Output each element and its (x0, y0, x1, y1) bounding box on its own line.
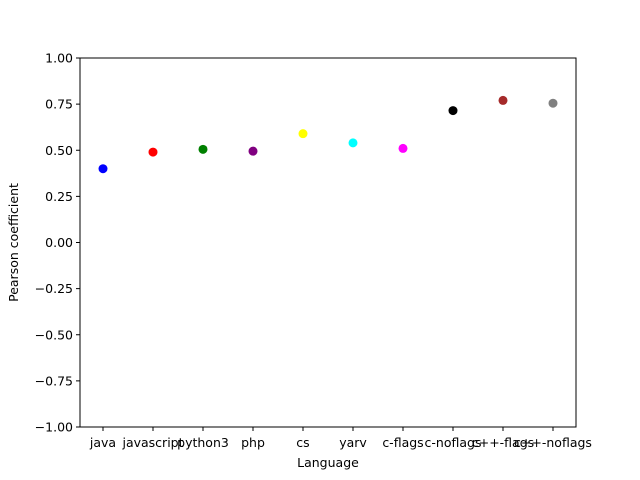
plot-frame (79, 57, 577, 428)
y-tick-label: 0.00 (45, 235, 73, 250)
x-tick-label: java (89, 435, 116, 450)
data-point-javascript (148, 147, 158, 157)
data-point-php (248, 146, 258, 156)
x-tick-label: javascript (121, 435, 183, 450)
x-tick-label: python3 (177, 435, 229, 450)
y-tick-label: −0.50 (35, 327, 73, 342)
x-tick-label: c++-flags (472, 435, 534, 450)
y-tick-label: −1.00 (35, 420, 73, 435)
data-point-c-flags (398, 143, 408, 153)
data-point-c++-flags (498, 95, 508, 105)
data-point-java (98, 164, 108, 174)
data-point-c++-noflags (548, 98, 558, 108)
x-tick-label: cs (296, 435, 309, 450)
data-point-python3 (198, 144, 208, 154)
plot-background (80, 58, 576, 427)
data-point-cs (298, 129, 308, 139)
y-tick-label: 0.50 (45, 143, 73, 158)
x-axis-label: Language (297, 455, 359, 470)
x-tick-label: yarv (339, 435, 367, 450)
y-tick-label: −0.75 (35, 373, 73, 388)
data-points (98, 95, 558, 174)
y-tick-label: −0.25 (35, 281, 73, 296)
y-tick-label: 0.25 (45, 189, 73, 204)
x-tick-label: c++-noflags (514, 435, 592, 450)
y-tick-label: 1.00 (45, 51, 73, 66)
x-tick-label: c-flags (382, 435, 423, 450)
y-tick-label: 0.75 (45, 97, 73, 112)
data-point-yarv (348, 138, 358, 148)
y-axis: −1.00 −0.75 −0.50 −0.25 0.00 0.25 0.50 0.75 1.00 (35, 51, 80, 435)
x-tick-label: php (241, 435, 265, 450)
data-point-c-noflags (448, 106, 458, 116)
x-tick-label: c-noflags (425, 435, 482, 450)
y-axis-label: Pearson coefficient (6, 183, 21, 302)
